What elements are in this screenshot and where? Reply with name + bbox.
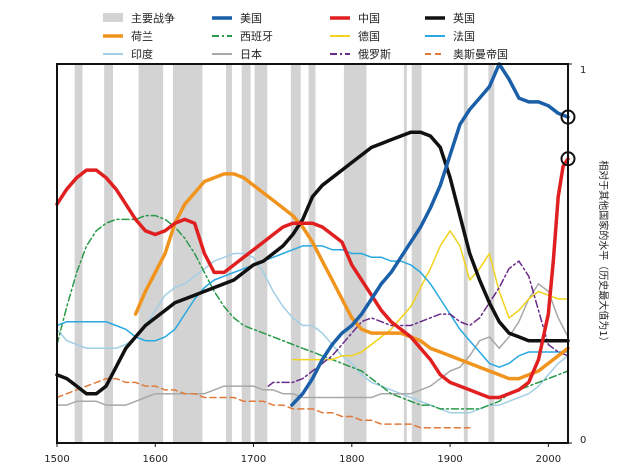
war-band <box>74 64 83 443</box>
legend-label: 法国 <box>453 29 475 43</box>
war-band <box>254 64 268 443</box>
series-line <box>55 157 570 400</box>
series-lines <box>55 62 576 429</box>
legend-item: 主要战争 <box>103 11 175 25</box>
war-band <box>308 64 316 443</box>
legend-label: 美国 <box>240 12 262 25</box>
legend-item: 西班牙 <box>212 30 273 43</box>
legend-label: 荷兰 <box>131 30 153 43</box>
war-band <box>488 64 495 443</box>
x-axis: 1500 1600 1700 1800 1900 2000 <box>44 443 561 465</box>
legend-label: 奥斯曼帝国 <box>453 47 508 61</box>
legend-label: 俄罗斯 <box>358 48 391 61</box>
series-line <box>56 283 569 406</box>
x-tick-label: 1500 <box>44 454 69 465</box>
x-tick-label: 1900 <box>437 454 462 465</box>
x-tick-label: 2000 <box>536 454 561 465</box>
legend-label: 德国 <box>358 29 380 43</box>
war-band <box>138 64 164 443</box>
war-bands <box>74 64 495 443</box>
legend-item: 中国 <box>330 12 380 25</box>
y-tick-label: 0 <box>580 435 586 446</box>
x-tick-label: 1800 <box>339 454 364 465</box>
legend-item: 荷兰 <box>103 30 153 43</box>
y-tick-label: 1 <box>580 65 586 76</box>
legend-item: 日本 <box>212 47 262 61</box>
legend-item: 法国 <box>425 29 475 43</box>
war-band <box>411 64 422 443</box>
series-line <box>292 230 569 361</box>
war-band <box>172 64 203 443</box>
y-axis-label: 相对于其他国家的水平（历史最大值为1） <box>597 160 610 346</box>
legend-label: 英国 <box>453 11 475 25</box>
series-line <box>133 172 570 381</box>
legend-item: 印度 <box>103 47 153 61</box>
x-tick-label: 1600 <box>143 454 168 465</box>
war-band <box>104 64 114 443</box>
legend-item: 德国 <box>330 29 380 43</box>
legend-label: 印度 <box>131 47 153 61</box>
legend-item: 奥斯曼帝国 <box>425 47 508 61</box>
plot-frame <box>56 63 569 444</box>
series-line <box>267 260 569 387</box>
legend-label: 中国 <box>358 12 380 25</box>
legend-label: 日本 <box>240 47 262 61</box>
legend-item: 英国 <box>425 11 475 25</box>
series-line <box>290 62 570 407</box>
war-band <box>463 64 468 443</box>
legend-label: 主要战争 <box>131 11 175 25</box>
legend-label: 西班牙 <box>240 30 273 43</box>
series-line <box>56 214 569 410</box>
series-line <box>55 130 570 396</box>
legend-item: 美国 <box>212 12 262 25</box>
y-axis: 01 <box>568 63 586 446</box>
war-band <box>226 64 232 443</box>
legend-item: 俄罗斯 <box>330 48 391 61</box>
series-line <box>56 377 471 429</box>
legend-swatch <box>103 13 123 22</box>
x-tick-label: 1700 <box>241 454 266 465</box>
y-axis-title: 相对于其他国家的水平（历史最大值为1） <box>597 160 610 346</box>
war-band <box>290 64 301 443</box>
